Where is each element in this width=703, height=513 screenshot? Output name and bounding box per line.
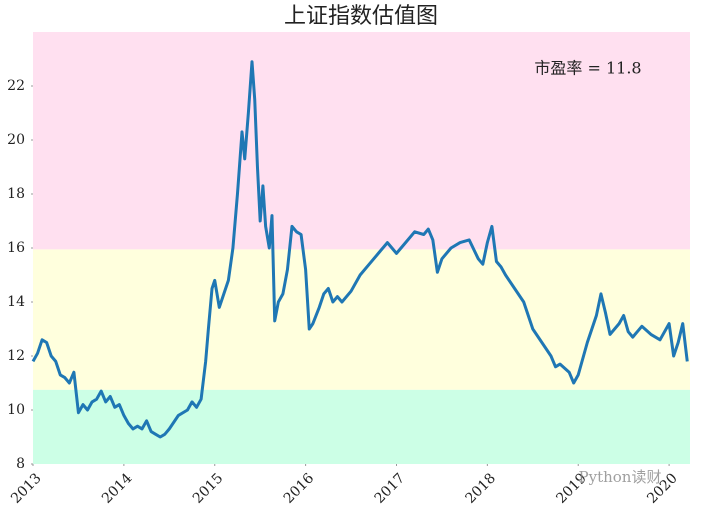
line <box>31 60 689 439</box>
y-tick-label: 20 <box>7 132 25 148</box>
annotation: 市盈率 = 11.8 <box>534 59 641 78</box>
x-tick-label: 2015 <box>190 470 227 507</box>
y-tick-label: 8 <box>16 456 25 472</box>
chart-title: 上证指数估值图 <box>284 4 438 29</box>
y-tick-label: 12 <box>7 348 25 364</box>
x-tick-label: 2017 <box>372 470 409 507</box>
band <box>33 32 690 250</box>
y-tick-label: 10 <box>7 402 25 418</box>
x-tick-label: 2018 <box>462 470 499 507</box>
y-tick-label: 14 <box>7 294 25 310</box>
x-tick-label: 2013 <box>8 470 45 507</box>
x-tick-label: 2016 <box>281 470 318 507</box>
y-tick-label: 16 <box>7 240 25 256</box>
y-tick-label: 22 <box>7 78 25 94</box>
band <box>33 249 690 390</box>
watermark: Python读财 <box>579 468 662 486</box>
y-tick-label: 18 <box>7 186 25 202</box>
x-tick-label: 2014 <box>99 470 136 507</box>
